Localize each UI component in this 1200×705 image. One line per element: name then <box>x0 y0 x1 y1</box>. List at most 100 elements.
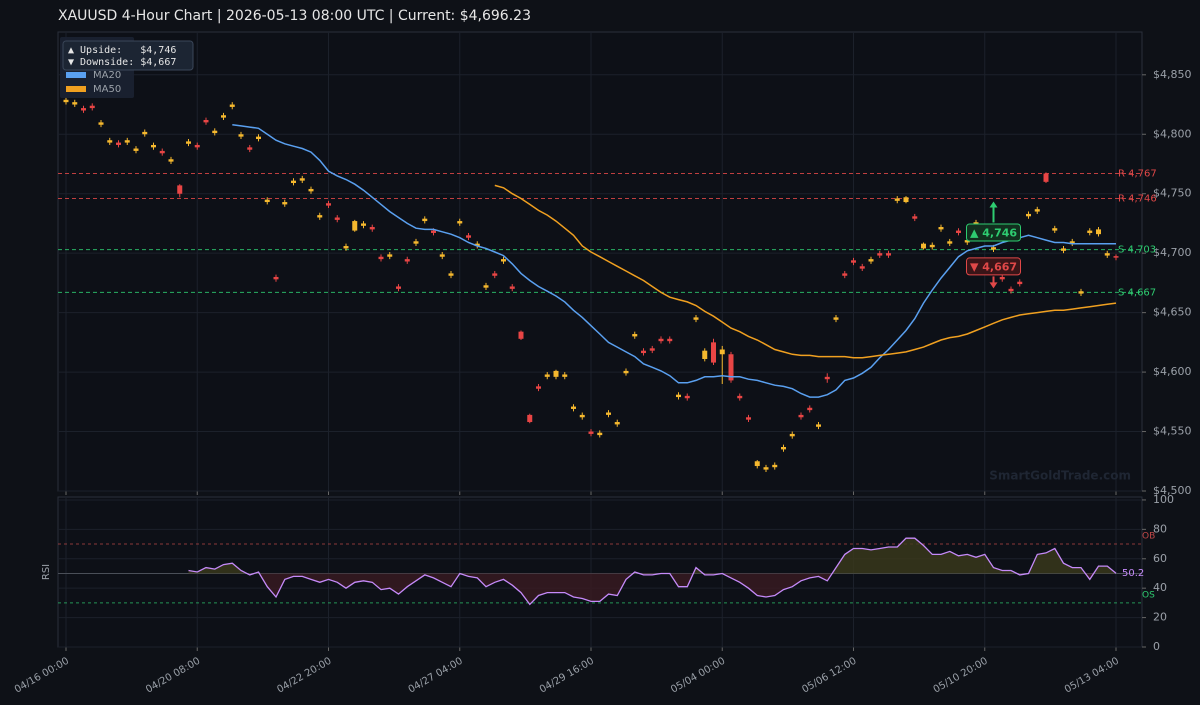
candle-body <box>72 102 78 105</box>
candle-body <box>107 140 113 143</box>
candle-body <box>772 464 778 468</box>
candle-body <box>623 370 629 374</box>
candle-body <box>116 142 121 145</box>
candle-body <box>999 276 1005 280</box>
candle-body <box>579 414 585 418</box>
candle-body <box>536 386 541 389</box>
y-tick-label: $4,650 <box>1153 306 1192 319</box>
candle-body <box>326 203 331 206</box>
y-tick-label: 100 <box>1153 493 1174 506</box>
candle-body <box>798 414 804 418</box>
candle-body <box>684 395 690 399</box>
candle-body <box>238 134 244 137</box>
info-box <box>62 40 194 71</box>
candle-body <box>501 259 506 262</box>
level-label: S 4,703 <box>1118 245 1156 256</box>
candle-body <box>894 198 900 201</box>
candle-body <box>667 338 673 342</box>
candle-body <box>763 467 769 470</box>
candle-body <box>317 215 323 218</box>
candle-body <box>352 221 358 231</box>
candle-body <box>387 254 393 257</box>
rsi-level-label: OS <box>1142 590 1155 600</box>
candle-body <box>929 244 935 248</box>
candle-body <box>124 140 130 143</box>
candle-body <box>571 406 576 409</box>
rsi-level-label: OB <box>1142 532 1155 542</box>
candle-body <box>719 349 725 355</box>
candle-body <box>851 260 856 263</box>
y-tick-label: 20 <box>1153 611 1167 624</box>
level-label: R 4,767 <box>1118 169 1157 180</box>
candle-body <box>1008 288 1014 292</box>
y-tick-label: 80 <box>1153 522 1167 535</box>
candle-body <box>89 105 95 109</box>
candle-body <box>203 119 209 123</box>
candle-body <box>413 241 419 244</box>
candle-body <box>1104 253 1110 256</box>
candle-body <box>343 246 349 249</box>
ma-line <box>232 124 1116 398</box>
candle-body <box>334 217 340 220</box>
annotation-box <box>966 257 1021 276</box>
annotation-text: ▲ 4,746 <box>970 226 1017 239</box>
legend-swatch <box>66 72 86 78</box>
candle-body <box>509 286 515 289</box>
candle-body <box>728 354 734 381</box>
candle-body <box>221 115 226 118</box>
annotation-box <box>966 223 1021 242</box>
candle-body <box>256 136 261 140</box>
candle-body <box>308 188 314 192</box>
candle-body <box>177 185 183 194</box>
candle-body <box>859 266 865 269</box>
info-line: ▼ Downside: $4,667 <box>68 57 176 68</box>
candle-body <box>693 317 699 320</box>
y-tick-label: $4,550 <box>1153 425 1192 438</box>
candle-body <box>597 432 603 436</box>
candle-body <box>1017 281 1023 285</box>
candle-body <box>658 338 664 342</box>
candle-body <box>1061 248 1066 251</box>
price-panel <box>57 31 1143 492</box>
candle-body <box>588 431 594 434</box>
candle-body <box>711 342 716 363</box>
candle-body <box>273 276 279 280</box>
candle-body <box>1087 230 1093 233</box>
candle-body <box>378 256 384 260</box>
candle-body <box>964 240 970 243</box>
y-tick-label: $4,750 <box>1153 187 1192 200</box>
candle-body <box>956 230 961 233</box>
arrow-head <box>989 201 998 208</box>
y-tick-label: $4,700 <box>1153 246 1192 259</box>
candle-body <box>466 235 471 238</box>
rsi-line <box>188 537 1117 606</box>
candle-body <box>649 348 655 351</box>
candle-body <box>396 286 401 289</box>
candle-body <box>676 394 681 398</box>
candle-body <box>194 144 200 148</box>
candle-body <box>947 241 953 244</box>
legend-label: MA20 <box>93 70 121 81</box>
y-tick-label: $4,850 <box>1153 68 1192 81</box>
candle-body <box>632 334 638 337</box>
y-tick-label: $4,600 <box>1153 365 1192 378</box>
candle-body <box>553 370 559 377</box>
candle-body <box>404 259 410 262</box>
rsi-axis-label: RSI <box>41 564 52 580</box>
candle-body <box>431 230 436 233</box>
candle-body <box>264 199 270 203</box>
candle-body <box>781 447 786 450</box>
candle-body <box>186 141 191 144</box>
candle-body <box>833 317 839 320</box>
candle-body <box>142 131 148 135</box>
candle-body <box>1096 229 1101 235</box>
candle-body <box>299 178 305 181</box>
arrow-head <box>989 282 998 289</box>
candle-body <box>247 147 253 150</box>
candle-body <box>868 259 874 262</box>
candle-body <box>544 374 550 377</box>
candle-body <box>151 144 156 148</box>
candle-body <box>1113 256 1119 258</box>
